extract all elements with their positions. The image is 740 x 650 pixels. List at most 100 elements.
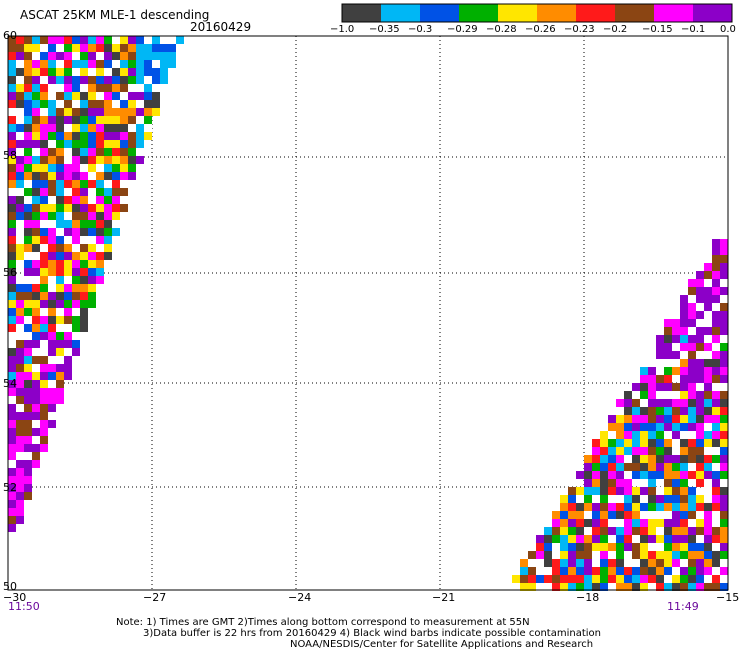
swath-cell [664,503,672,511]
swath-cell [720,263,728,271]
swath-cell [616,447,624,455]
swath-cell [704,303,712,311]
swath-cell [24,52,32,60]
swath-cell [40,332,48,340]
swath-cell [648,519,656,527]
swath-cell [720,431,728,439]
swath-cell [136,92,144,100]
swath-cell [72,292,80,300]
swath-cell [608,511,616,519]
swath-cell [616,439,624,447]
swath-cell [656,383,664,391]
swath-cell [56,36,64,44]
swath-cell [24,92,32,100]
swath-cell [24,260,32,268]
swath-cell [40,276,48,284]
swath-cell [136,148,144,156]
swath-cell [24,284,32,292]
swath-cell [72,340,80,348]
swath-cell [48,292,56,300]
swath-cell [56,364,64,372]
swath-cell [648,351,656,359]
swath-cell [32,52,40,60]
swath-cell [552,559,560,567]
swath-cell [80,124,88,132]
swath-cell [24,148,32,156]
swath-cell [704,559,712,567]
swath-cell [568,551,576,559]
swath-cell [664,463,672,471]
swath-cell [696,439,704,447]
swath-cell [624,527,632,535]
swath-cell [48,52,56,60]
swath-cell [688,375,696,383]
swath-cell [32,436,40,444]
swath-cell [56,244,64,252]
swath-cell [664,575,672,583]
swath-cell [680,479,688,487]
swath-cell [56,308,64,316]
swath-cell [72,276,80,284]
swath-cell [656,487,664,495]
swath-cell [704,527,712,535]
swath-cell [64,172,72,180]
swath-cell [40,404,48,412]
swath-cell [704,263,712,271]
swath-cell [80,100,88,108]
swath-cell [720,367,728,375]
swath-cell [48,188,56,196]
swath-cell [696,447,704,455]
swath-cell [32,60,40,68]
swath-cell [88,300,96,308]
swath-cell [680,367,688,375]
swath-cell [672,399,680,407]
colorbar-label: −0.15 [642,24,673,35]
colorbar-label: −0.28 [486,24,517,35]
swath-cell [64,148,72,156]
swath-cell [680,375,688,383]
swath-cell [80,316,88,324]
swath-cell [128,132,136,140]
swath-cell [712,247,720,255]
swath-cell [88,140,96,148]
swath-cell [32,244,40,252]
swath-cell [16,476,24,484]
swath-cell [688,295,696,303]
swath-cell [96,268,104,276]
swath-cell [104,188,112,196]
swath-cell [704,455,712,463]
swath-cell [16,140,24,148]
swath-cell [104,140,112,148]
swath-cell [688,535,696,543]
swath-cell [624,559,632,567]
swath-cell [40,172,48,180]
swath-cell [536,567,544,575]
swath-cell [80,140,88,148]
swath-cell [624,463,632,471]
end-time-label: 11:49 [667,600,699,613]
swath-cell [16,340,24,348]
swath-cell [664,431,672,439]
swath-cell [704,503,712,511]
swath-cell [672,487,680,495]
swath-cell [664,447,672,455]
swath-cell [712,287,720,295]
swath-cell [48,180,56,188]
swath-cell [40,284,48,292]
swath-cell [720,519,728,527]
swath-cell [640,503,648,511]
swath-cell [72,252,80,260]
swath-cell [48,388,56,396]
swath-cell [656,583,664,591]
swath-cell [672,503,680,511]
swath-cell [104,60,112,68]
swath-cell [56,332,64,340]
swath-cell [584,575,592,583]
swath-cell [112,204,120,212]
swath-cell [120,76,128,84]
swath-cell [640,575,648,583]
swath-cell [680,559,688,567]
swath-cell [688,327,696,335]
swath-cell [624,583,632,591]
swath-cell [40,116,48,124]
